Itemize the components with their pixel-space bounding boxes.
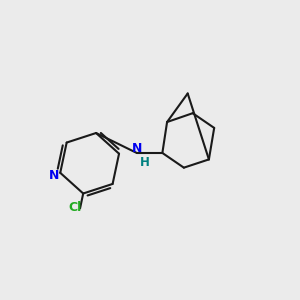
Text: N: N xyxy=(132,142,142,155)
Text: H: H xyxy=(140,157,150,169)
Text: N: N xyxy=(49,169,59,182)
Text: Cl: Cl xyxy=(69,201,82,214)
